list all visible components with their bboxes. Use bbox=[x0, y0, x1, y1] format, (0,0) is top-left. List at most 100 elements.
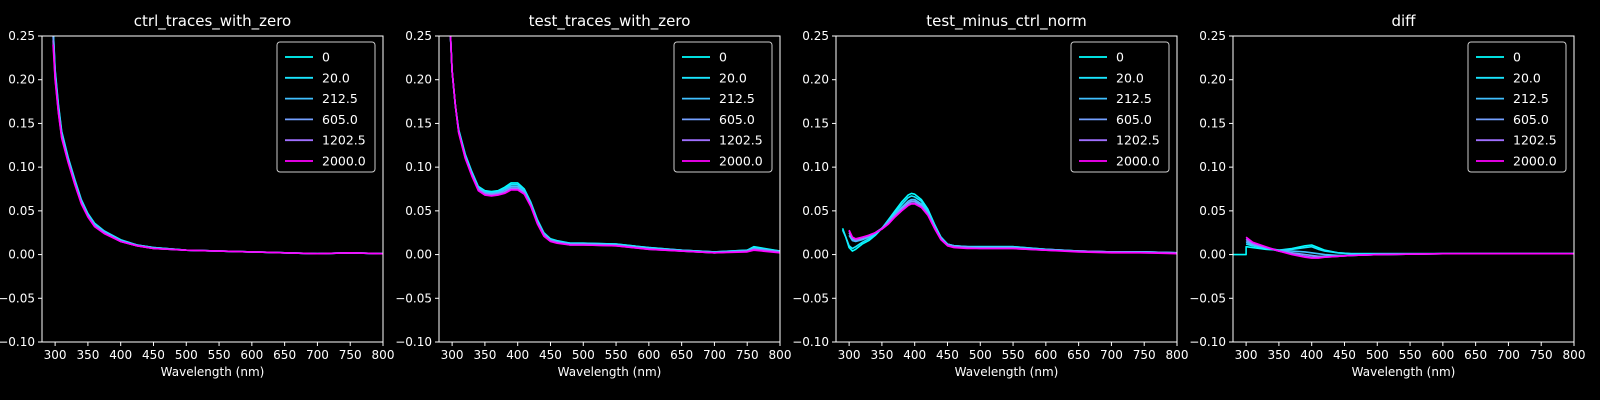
y-tick-label: 0.00 bbox=[1199, 248, 1226, 262]
legend-label: 1202.5 bbox=[1116, 133, 1160, 148]
x-tick-label: 750 bbox=[736, 348, 759, 362]
series-line-2000.0 bbox=[449, 36, 780, 254]
series-line-2000.0 bbox=[1245, 236, 1574, 259]
legend-label: 0 bbox=[322, 50, 330, 65]
chart-title: ctrl_traces_with_zero bbox=[134, 12, 291, 31]
x-tick-label: 450 bbox=[142, 348, 165, 362]
y-tick-label: 0.00 bbox=[8, 248, 35, 262]
y-tick-label: −0.10 bbox=[1189, 335, 1226, 349]
legend-label: 2000.0 bbox=[1513, 154, 1557, 169]
x-tick-label: 750 bbox=[339, 348, 362, 362]
x-axis-label: Wavelength (nm) bbox=[1352, 365, 1456, 379]
y-tick-label: 0.25 bbox=[1199, 29, 1226, 43]
y-tick-label: 0.05 bbox=[802, 204, 829, 218]
x-tick-label: 650 bbox=[1067, 348, 1090, 362]
x-tick-label: 500 bbox=[175, 348, 198, 362]
x-tick-label: 350 bbox=[870, 348, 893, 362]
x-tick-label: 650 bbox=[273, 348, 296, 362]
x-tick-label: 700 bbox=[703, 348, 726, 362]
chart-title: diff bbox=[1391, 12, 1416, 30]
legend-label: 605.0 bbox=[1116, 112, 1152, 127]
legend: 0 20.0 212.5 605.0 1202.5 2000.0 bbox=[1070, 41, 1170, 173]
x-tick-label: 450 bbox=[936, 348, 959, 362]
y-tick-label: −0.05 bbox=[0, 291, 35, 305]
y-tick-label: 0.15 bbox=[802, 116, 829, 130]
chart-panel-1: ctrl_traces_with_zero 300 350 400 450 500 550 6… bbox=[0, 12, 394, 379]
x-tick-label: 550 bbox=[605, 348, 628, 362]
x-tick-label: 300 bbox=[838, 348, 861, 362]
chart-title: test_minus_ctrl_norm bbox=[926, 12, 1087, 31]
legend: 0 20.0 212.5 605.0 1202.5 2000.0 bbox=[673, 41, 773, 173]
y-tick-label: −0.05 bbox=[395, 291, 432, 305]
x-tick-label: 350 bbox=[473, 348, 496, 362]
legend-label: 212.5 bbox=[719, 91, 755, 106]
x-tick-label: 700 bbox=[1100, 348, 1123, 362]
x-tick-label: 800 bbox=[1563, 348, 1586, 362]
x-tick-label: 600 bbox=[1034, 348, 1057, 362]
y-tick-label: −0.05 bbox=[1189, 291, 1226, 305]
x-axis-label: Wavelength (nm) bbox=[558, 365, 662, 379]
legend-label: 20.0 bbox=[1513, 70, 1541, 85]
legend: 0 20.0 212.5 605.0 1202.5 2000.0 bbox=[276, 41, 376, 173]
y-tick-label: 0.25 bbox=[8, 29, 35, 43]
legend-label: 2000.0 bbox=[322, 154, 366, 169]
legend-label: 605.0 bbox=[719, 112, 755, 127]
legend-label: 2000.0 bbox=[1116, 154, 1160, 169]
y-tick-label: −0.10 bbox=[0, 335, 35, 349]
x-tick-label: 550 bbox=[1002, 348, 1025, 362]
series-line-20.0 bbox=[841, 195, 1177, 254]
legend-label: 1202.5 bbox=[719, 133, 763, 148]
x-tick-label: 300 bbox=[44, 348, 67, 362]
x-tick-label: 350 bbox=[76, 348, 99, 362]
x-tick-label: 450 bbox=[539, 348, 562, 362]
y-tick-label: 0.10 bbox=[405, 160, 432, 174]
legend-label: 20.0 bbox=[719, 70, 747, 85]
x-axis-label: Wavelength (nm) bbox=[955, 365, 1059, 379]
y-tick-label: 0.15 bbox=[8, 116, 35, 130]
x-tick-label: 450 bbox=[1333, 348, 1356, 362]
chart-title: test_traces_with_zero bbox=[529, 12, 691, 31]
legend-label: 1202.5 bbox=[1513, 133, 1557, 148]
y-tick-label: 0.25 bbox=[802, 29, 829, 43]
series-line-2000.0 bbox=[848, 203, 1177, 255]
x-tick-label: 750 bbox=[1530, 348, 1553, 362]
y-tick-label: 0.20 bbox=[802, 73, 829, 87]
legend-label: 212.5 bbox=[1513, 91, 1549, 106]
chart-panel-4: diff 300 350 400 450 500 550 600 650 700 750 800 −0.… bbox=[1189, 12, 1585, 379]
y-tick-label: 0.25 bbox=[405, 29, 432, 43]
x-tick-label: 550 bbox=[208, 348, 231, 362]
legend-label: 212.5 bbox=[1116, 91, 1152, 106]
plot-frame bbox=[1232, 35, 1575, 343]
legend-label: 20.0 bbox=[322, 70, 350, 85]
legend-label: 2000.0 bbox=[719, 154, 763, 169]
y-tick-label: −0.10 bbox=[792, 335, 829, 349]
x-tick-label: 500 bbox=[572, 348, 595, 362]
y-tick-label: 0.10 bbox=[1199, 160, 1226, 174]
x-tick-label: 300 bbox=[441, 348, 464, 362]
y-tick-label: 0.15 bbox=[405, 116, 432, 130]
x-tick-label: 650 bbox=[1464, 348, 1487, 362]
series-line-2000.0 bbox=[52, 44, 383, 255]
y-tick-label: 0.05 bbox=[405, 204, 432, 218]
legend-label: 0 bbox=[1116, 50, 1124, 65]
x-tick-label: 800 bbox=[372, 348, 395, 362]
legend-label: 1202.5 bbox=[322, 133, 366, 148]
x-tick-label: 800 bbox=[769, 348, 792, 362]
legend-label: 605.0 bbox=[322, 112, 358, 127]
x-tick-label: 650 bbox=[670, 348, 693, 362]
legend-label: 0 bbox=[1513, 50, 1521, 65]
chart-panel-2: test_traces_with_zero 300 350 400 450 500 550 6… bbox=[395, 12, 791, 379]
legend: 0 20.0 212.5 605.0 1202.5 2000.0 bbox=[1467, 41, 1567, 173]
y-tick-label: 0.00 bbox=[405, 248, 432, 262]
x-tick-label: 750 bbox=[1133, 348, 1156, 362]
y-tick-label: 0.00 bbox=[802, 248, 829, 262]
x-tick-label: 400 bbox=[1300, 348, 1323, 362]
legend-label: 0 bbox=[719, 50, 727, 65]
y-tick-label: 0.20 bbox=[1199, 73, 1226, 87]
x-tick-label: 600 bbox=[240, 348, 263, 362]
y-tick-label: 0.10 bbox=[8, 160, 35, 174]
x-tick-label: 400 bbox=[506, 348, 529, 362]
chart-panel-3: test_minus_ctrl_norm 300 350 400 450 500 550 60… bbox=[792, 12, 1188, 379]
y-tick-label: −0.10 bbox=[395, 335, 432, 349]
